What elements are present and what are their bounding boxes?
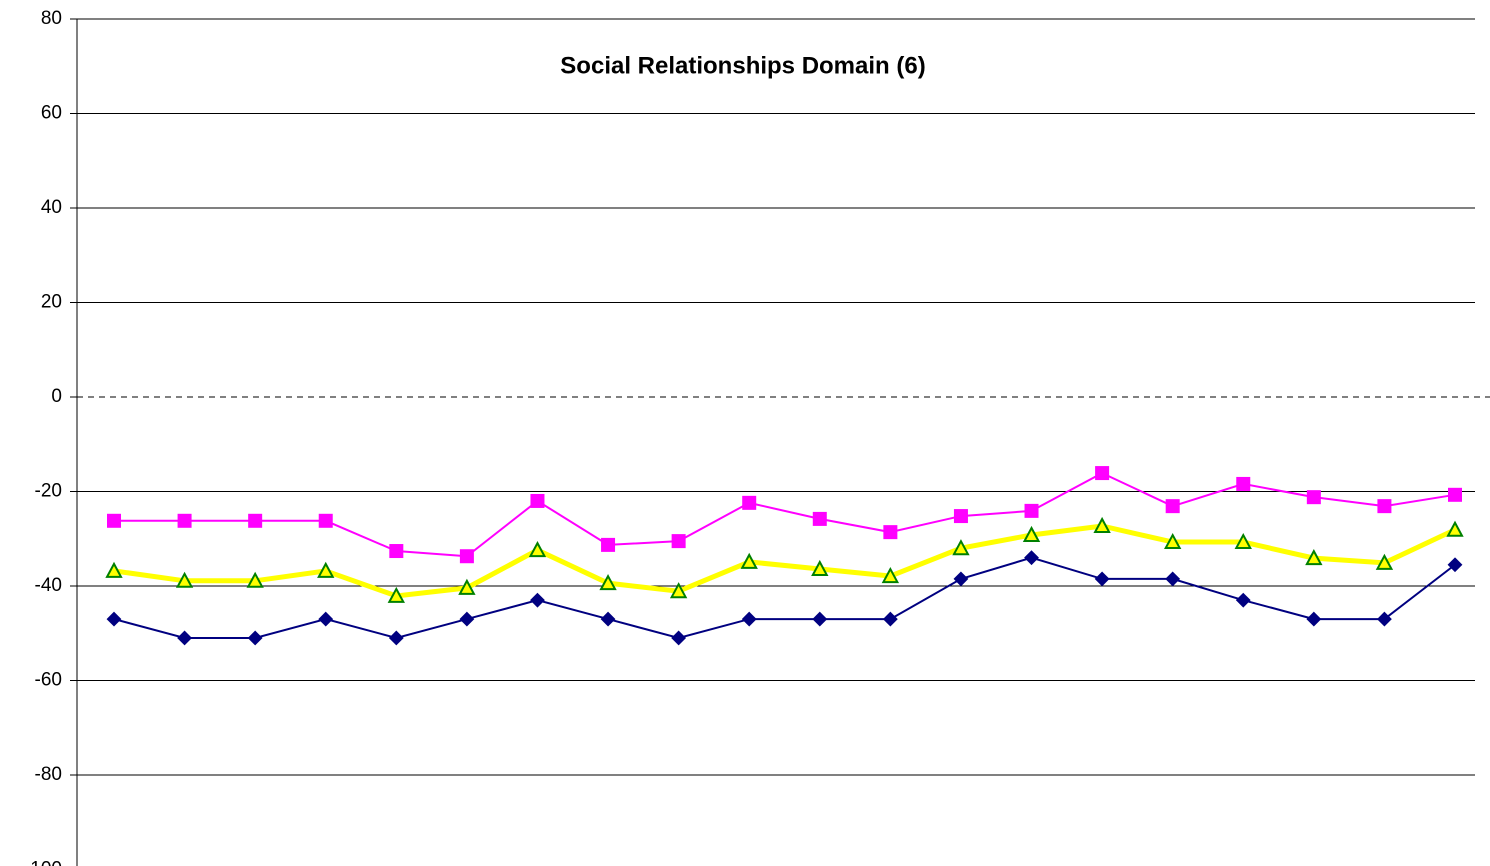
marker: [388, 630, 404, 646]
marker: [389, 544, 404, 559]
marker: [1234, 532, 1252, 550]
marker: [881, 566, 900, 584]
marker: [1095, 466, 1110, 481]
marker: [812, 511, 827, 526]
marker: [740, 552, 758, 569]
marker: [883, 525, 898, 540]
marker: [1306, 490, 1321, 505]
marker: [318, 513, 333, 528]
marker: [1306, 611, 1322, 627]
marker: [601, 537, 616, 552]
y-tick-label: -100: [24, 859, 62, 866]
marker: [1094, 571, 1110, 587]
marker: [1164, 532, 1182, 550]
marker: [742, 495, 757, 510]
marker: [530, 493, 545, 508]
marker: [248, 513, 263, 528]
marker: [671, 534, 686, 549]
marker: [669, 582, 688, 599]
marker: [246, 571, 264, 588]
series-line: [113, 523, 1457, 599]
marker: [741, 611, 757, 627]
marker: [106, 611, 122, 627]
y-tick-label: -40: [35, 575, 62, 596]
marker: [1377, 611, 1392, 627]
marker: [1235, 592, 1251, 608]
marker: [1448, 487, 1462, 502]
y-tick-label: 60: [41, 103, 62, 124]
marker: [175, 571, 194, 588]
marker: [952, 539, 970, 556]
marker: [953, 509, 968, 524]
marker: [459, 611, 475, 627]
marker: [1093, 516, 1111, 533]
marker: [600, 611, 616, 627]
marker: [177, 630, 192, 646]
marker: [671, 630, 687, 646]
marker: [247, 630, 263, 646]
marker: [1024, 503, 1039, 518]
marker: [599, 574, 617, 591]
marker: [1377, 499, 1392, 514]
marker: [318, 611, 334, 627]
y-tick-label: -60: [35, 670, 62, 691]
marker: [1165, 499, 1180, 514]
marker: [1446, 520, 1464, 537]
marker: [530, 592, 545, 608]
marker: [1375, 553, 1394, 570]
marker: [1305, 549, 1323, 566]
marker: [1447, 557, 1463, 573]
y-tick-label: 40: [41, 197, 62, 218]
chart-title: Social Relationships Domain (6): [560, 52, 925, 79]
marker: [1236, 476, 1251, 491]
marker: [317, 561, 335, 578]
y-tick-label: 20: [41, 292, 62, 313]
y-tick-label: -80: [35, 764, 62, 785]
marker: [528, 540, 547, 558]
marker: [459, 549, 474, 564]
marker: [105, 561, 123, 578]
marker: [107, 513, 121, 528]
marker: [1165, 571, 1181, 587]
marker: [177, 513, 192, 528]
y-tick-label: 80: [41, 8, 62, 29]
marker: [1024, 550, 1039, 566]
y-tick-label: 0: [51, 386, 62, 407]
y-tick-label: -20: [35, 481, 62, 502]
marker: [1022, 525, 1041, 542]
marker: [812, 611, 828, 627]
marker: [811, 559, 829, 576]
marker: [882, 611, 898, 627]
marker: [387, 586, 405, 603]
marker: [953, 571, 969, 587]
series-line: [114, 471, 1456, 558]
series-line: [113, 556, 1456, 640]
marker: [458, 578, 476, 595]
